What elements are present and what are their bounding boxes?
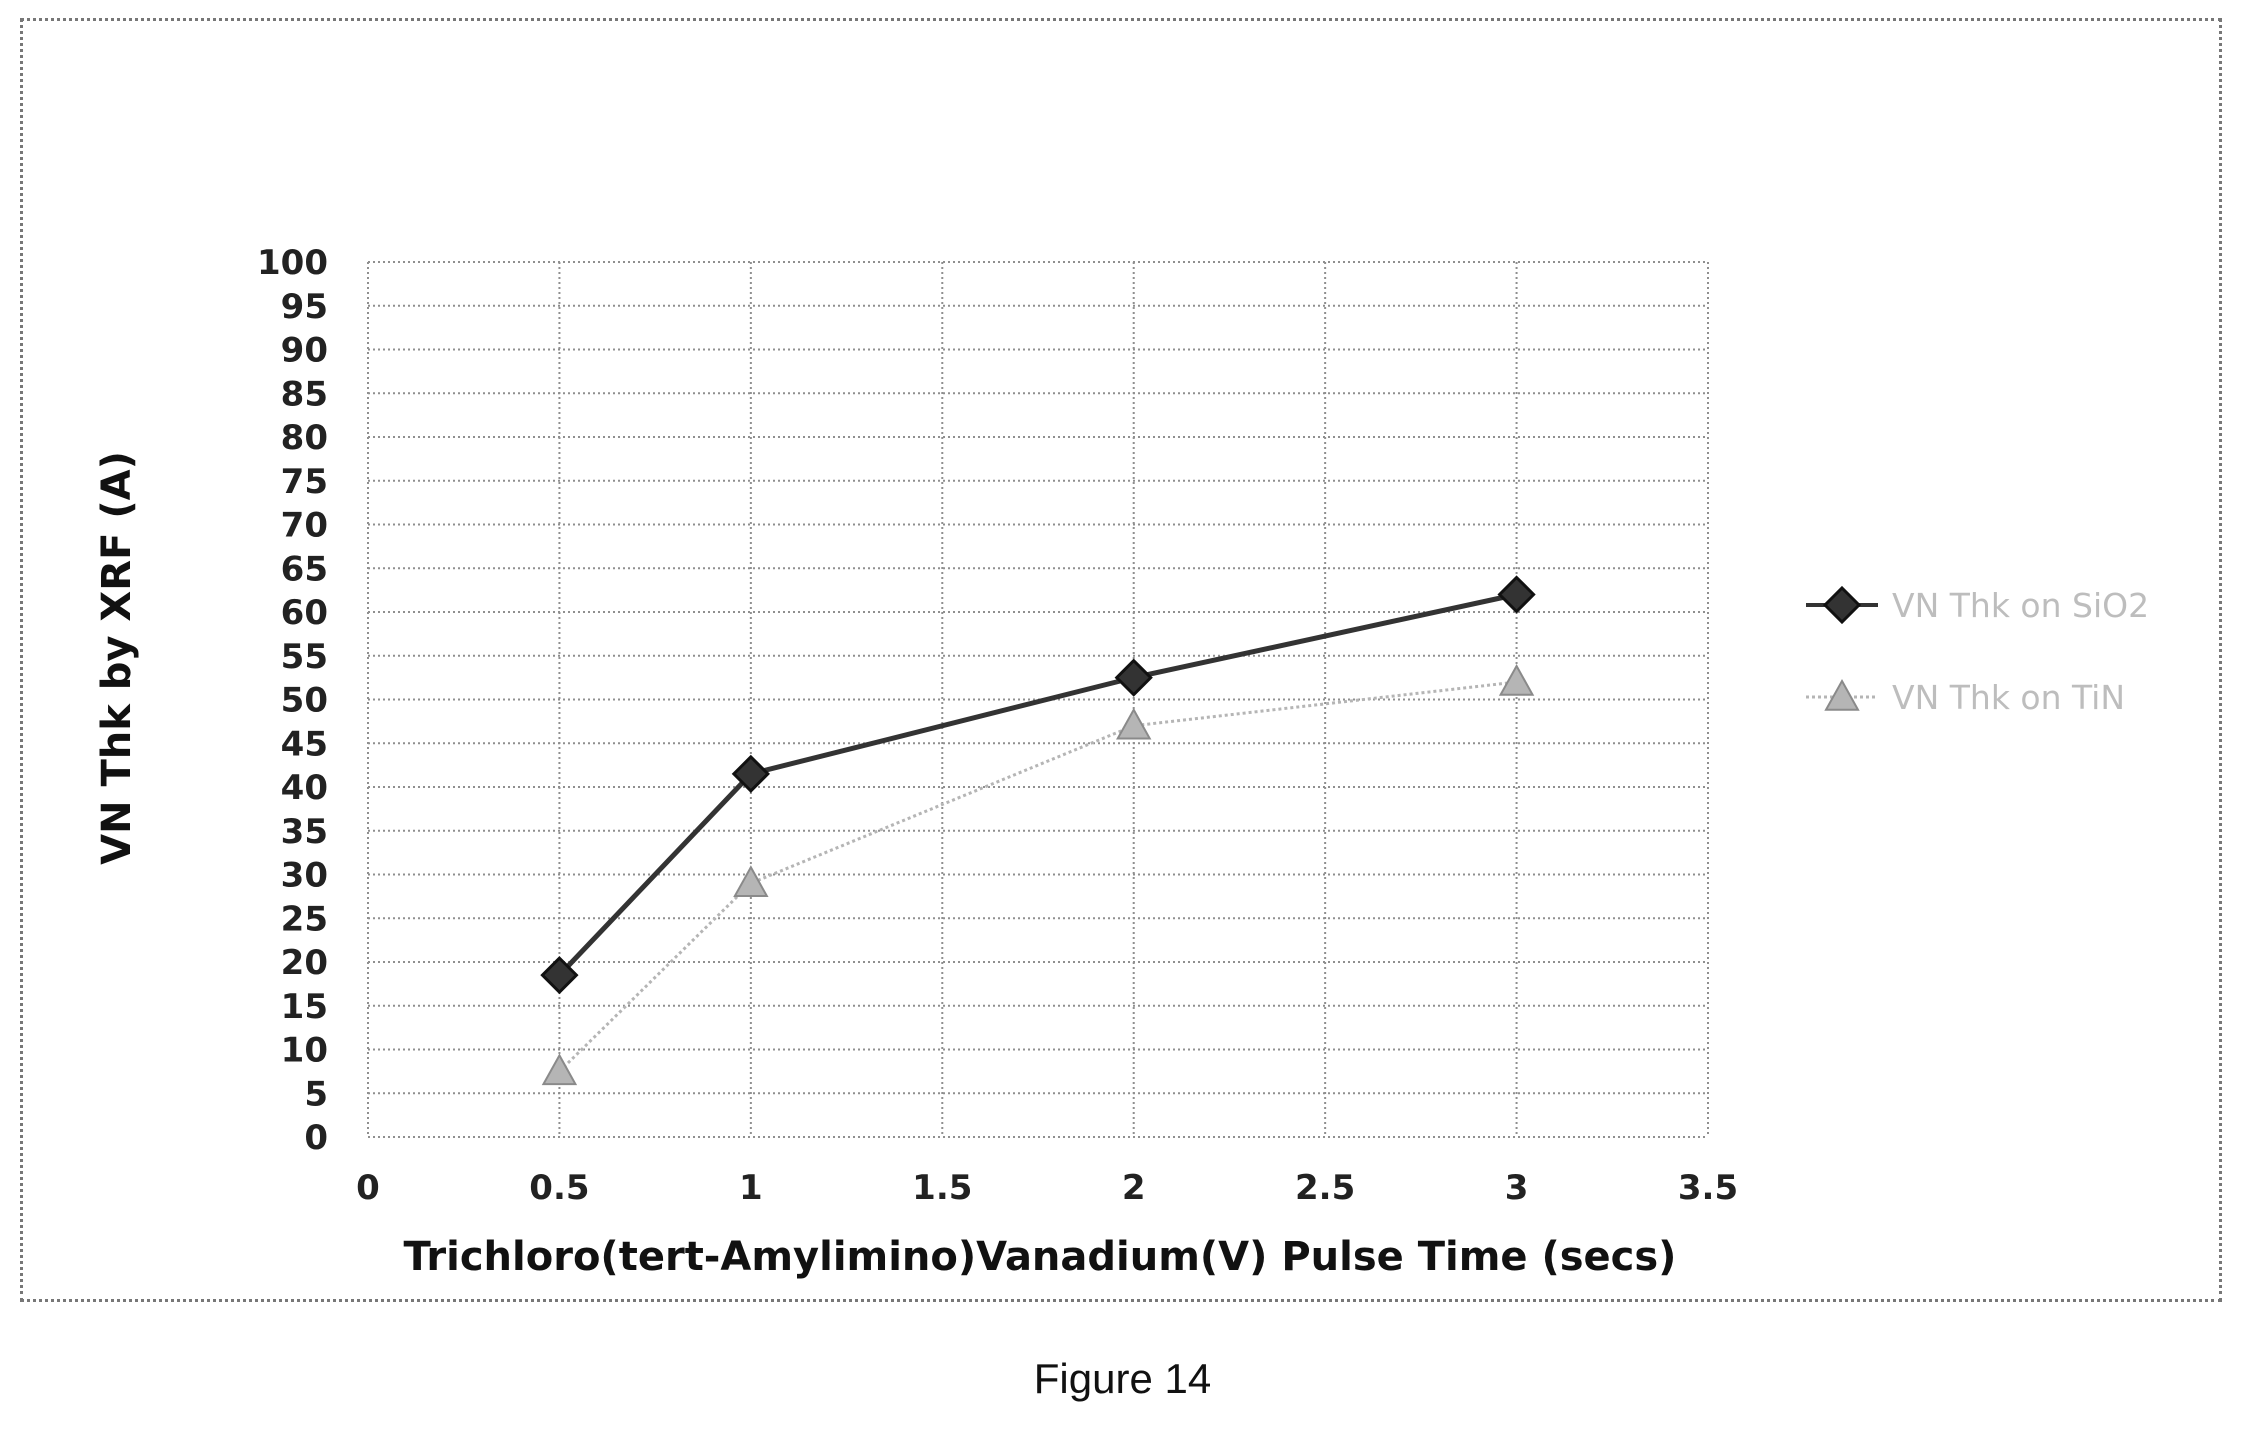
chart-frame <box>20 18 2222 1302</box>
y-axis-title: VN Thk by XRF (A) <box>94 451 140 865</box>
data-point-tin <box>733 865 769 898</box>
legend-label-sio2: VN Thk on SiO2 <box>1892 586 2149 625</box>
y-tick-label: 5 <box>304 1074 328 1114</box>
legend-marker-sio2 <box>1822 585 1862 625</box>
data-point-tin <box>1498 663 1535 696</box>
series-layer <box>540 575 1536 1086</box>
x-tick-label: 2.5 <box>1295 1168 1355 1208</box>
x-tick-label: 3.5 <box>1678 1168 1738 1208</box>
y-tick-label: 30 <box>281 856 328 896</box>
y-tick-label: 55 <box>281 637 328 677</box>
axis-layer: 0510152025303540455055606570758085909510… <box>257 243 1738 1208</box>
x-tick-label: 0.5 <box>529 1168 589 1208</box>
data-point-sio2 <box>1114 658 1153 697</box>
legend-label-tin: VN Thk on TiN <box>1892 678 2125 717</box>
x-tick-label: 1 <box>739 1168 763 1208</box>
data-point-sio2 <box>731 754 770 793</box>
y-tick-label: 80 <box>281 418 328 458</box>
x-tick-label: 2 <box>1122 1168 1146 1208</box>
x-tick-label: 3 <box>1505 1168 1529 1208</box>
x-tick-label: 0 <box>356 1168 380 1208</box>
x-tick-label: 1.5 <box>912 1168 972 1208</box>
y-tick-label: 50 <box>281 681 328 721</box>
data-point-sio2 <box>540 956 579 995</box>
y-tick-label: 70 <box>281 506 328 546</box>
data-point-tin <box>541 1053 578 1086</box>
data-point-sio2 <box>1497 575 1536 614</box>
y-tick-label: 20 <box>281 943 328 983</box>
x-axis-title: Trichloro(tert-Amylimino)Vanadium(V) Pul… <box>404 1234 1677 1280</box>
series-line-sio2 <box>557 592 1518 977</box>
y-tick-label: 65 <box>281 549 328 589</box>
figure-caption: Figure 14 <box>1033 1355 1212 1402</box>
y-tick-label: 25 <box>281 899 328 939</box>
legend: VN Thk on SiO2 VN Thk on TiN <box>1806 585 2149 717</box>
y-tick-label: 75 <box>281 462 328 502</box>
y-tick-label: 35 <box>281 812 328 852</box>
y-tick-label: 45 <box>281 724 328 764</box>
y-tick-label: 10 <box>281 1031 328 1071</box>
series-line-tin <box>558 680 1517 1073</box>
legend-marker-tin <box>1824 678 1860 711</box>
y-tick-label: 90 <box>281 331 328 371</box>
y-tick-label: 0 <box>304 1118 328 1158</box>
y-tick-label: 60 <box>281 593 328 633</box>
y-tick-label: 85 <box>281 374 328 414</box>
y-tick-label: 95 <box>281 287 328 327</box>
y-tick-label: 100 <box>257 243 328 283</box>
y-tick-label: 40 <box>281 768 328 808</box>
grid-layer <box>367 261 1709 1138</box>
data-point-tin <box>1116 707 1152 740</box>
y-tick-label: 15 <box>281 987 328 1027</box>
